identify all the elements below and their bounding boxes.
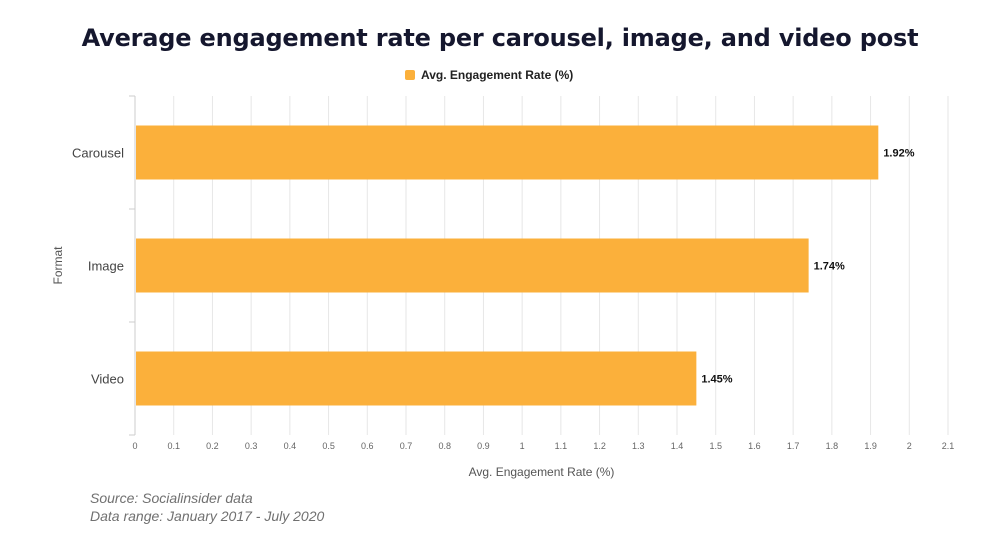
x-tick-label: 2.1: [942, 441, 955, 451]
x-tick-label: 1.1: [555, 441, 568, 451]
legend-label: Avg. Engagement Rate (%): [421, 68, 574, 82]
x-tick-label: 1: [520, 441, 525, 451]
x-tick-label: 1.8: [826, 441, 839, 451]
y-tick-label: Carousel: [72, 146, 124, 161]
x-tick-label: 0.9: [477, 441, 490, 451]
bar-image: [136, 238, 809, 293]
x-tick-label: 0.5: [322, 441, 335, 451]
x-tick-label: 0.8: [438, 441, 451, 451]
x-tick-label: 1.3: [632, 441, 645, 451]
y-tick-label: Image: [88, 259, 124, 274]
y-tick-label: Video: [91, 372, 124, 387]
x-tick-label: 1.2: [593, 441, 606, 451]
x-tick-label: 0.1: [167, 441, 180, 451]
data-label: 1.92%: [883, 148, 914, 160]
data-label: 1.74%: [814, 261, 845, 273]
chart-legend[interactable]: Avg. Engagement Rate (%): [405, 68, 573, 82]
x-tick-label: 1.4: [671, 441, 684, 451]
x-tick-label: 1.7: [787, 441, 800, 451]
x-axis-title: Avg. Engagement Rate (%): [469, 465, 615, 479]
x-tick-label: 0.4: [284, 441, 297, 451]
bar-carousel: [136, 125, 879, 180]
x-tick-label: 1.6: [748, 441, 761, 451]
x-tick-label: 1.5: [709, 441, 722, 451]
data-label: 1.45%: [701, 374, 732, 386]
data-range-note: Data range: January 2017 - July 2020: [90, 508, 325, 524]
bar-video: [136, 351, 697, 406]
y-axis-title: Format: [51, 246, 65, 285]
x-tick-label: 0.6: [361, 441, 374, 451]
x-tick-label: 0.7: [400, 441, 413, 451]
x-tick-label: 1.9: [864, 441, 877, 451]
x-tick-label: 0.3: [245, 441, 258, 451]
x-tick-label: 2: [907, 441, 912, 451]
x-tick-label: 0.2: [206, 441, 219, 451]
chart-title: Average engagement rate per carousel, im…: [81, 24, 919, 52]
x-tick-label: 0: [132, 441, 137, 451]
legend-swatch: [405, 70, 415, 80]
source-note: Source: Socialinsider data: [90, 490, 253, 506]
